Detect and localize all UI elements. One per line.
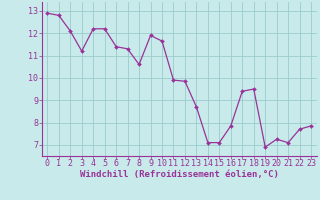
X-axis label: Windchill (Refroidissement éolien,°C): Windchill (Refroidissement éolien,°C) xyxy=(80,170,279,179)
